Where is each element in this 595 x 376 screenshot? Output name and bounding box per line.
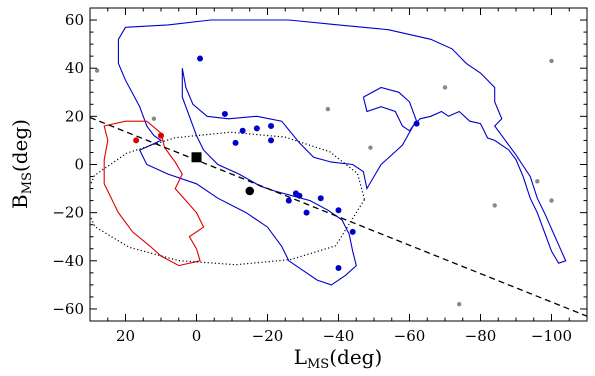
y-tick-label: 60 — [65, 11, 84, 29]
data-point-0-14 — [335, 265, 342, 272]
y-tick-label: 0 — [74, 156, 84, 174]
data-point-0-2 — [232, 139, 239, 146]
y-tick-label: 40 — [65, 59, 84, 77]
data-point-2-3 — [368, 145, 373, 150]
x-axis-label-sub: MS — [307, 357, 329, 372]
x-tick-label: −40 — [323, 327, 355, 345]
data-point-1-0 — [133, 137, 140, 144]
x-tick-label: −20 — [252, 327, 284, 345]
data-point-0-13 — [349, 228, 356, 235]
x-tick-label: 20 — [116, 327, 135, 345]
data-point-0-5 — [268, 122, 275, 129]
x-tick-label: −80 — [465, 327, 497, 345]
data-point-2-1 — [151, 116, 157, 121]
x-axis-label: LMS(deg) — [294, 345, 383, 372]
y-axis-label: BMS(deg) — [8, 119, 35, 209]
contour-1 — [362, 86, 418, 132]
data-point-1-1 — [158, 132, 164, 139]
data-point-2-2 — [325, 106, 331, 112]
plot-area — [90, 19, 587, 317]
x-tick-label: −100 — [531, 327, 572, 345]
data-point-2-9 — [549, 198, 554, 203]
axis-ticks — [90, 7, 587, 322]
data-point-0-1 — [221, 110, 228, 117]
data-point-2-4 — [442, 85, 448, 90]
data-point-4-0 — [245, 186, 255, 196]
data-point-0-12 — [335, 207, 342, 214]
contour-0 — [117, 19, 567, 286]
y-tick-label: −20 — [52, 204, 84, 222]
data-point-0-11 — [317, 195, 324, 202]
tick-labels: 20 0 −20 −40 −60 −80 −100 −60 −40 −20 0 20 40 60 — [52, 11, 572, 345]
data-point-0-3 — [239, 127, 246, 134]
y-tick-label: −40 — [52, 252, 84, 270]
data-point-0-7 — [285, 197, 292, 204]
data-point-0-6 — [268, 137, 275, 144]
data-point-0-4 — [253, 125, 260, 132]
x-tick-label: 0 — [192, 327, 202, 345]
data-point-square — [191, 152, 202, 163]
x-axis-label-unit: (deg) — [329, 345, 382, 369]
data-point-2-6 — [492, 203, 497, 208]
data-point-0-9 — [296, 192, 303, 199]
data-point-0-10 — [303, 209, 310, 216]
data-point-0-0 — [197, 55, 204, 62]
contour-2 — [103, 120, 205, 267]
data-point-0-15 — [413, 120, 420, 127]
y-axis-label-unit: (deg) — [8, 119, 32, 172]
x-axis-label-main: L — [294, 345, 307, 369]
plot-frame — [89, 7, 588, 322]
y-tick-label: 20 — [65, 107, 84, 125]
data-point-2-8 — [549, 58, 554, 64]
y-tick-label: −60 — [52, 300, 84, 318]
data-point-2-0 — [94, 68, 100, 73]
data-point-2-5 — [457, 301, 462, 307]
y-axis-label-sub: MS — [20, 172, 35, 194]
y-axis-label-main: B — [8, 194, 32, 209]
data-point-2-7 — [535, 179, 540, 184]
x-tick-label: −60 — [394, 327, 426, 345]
